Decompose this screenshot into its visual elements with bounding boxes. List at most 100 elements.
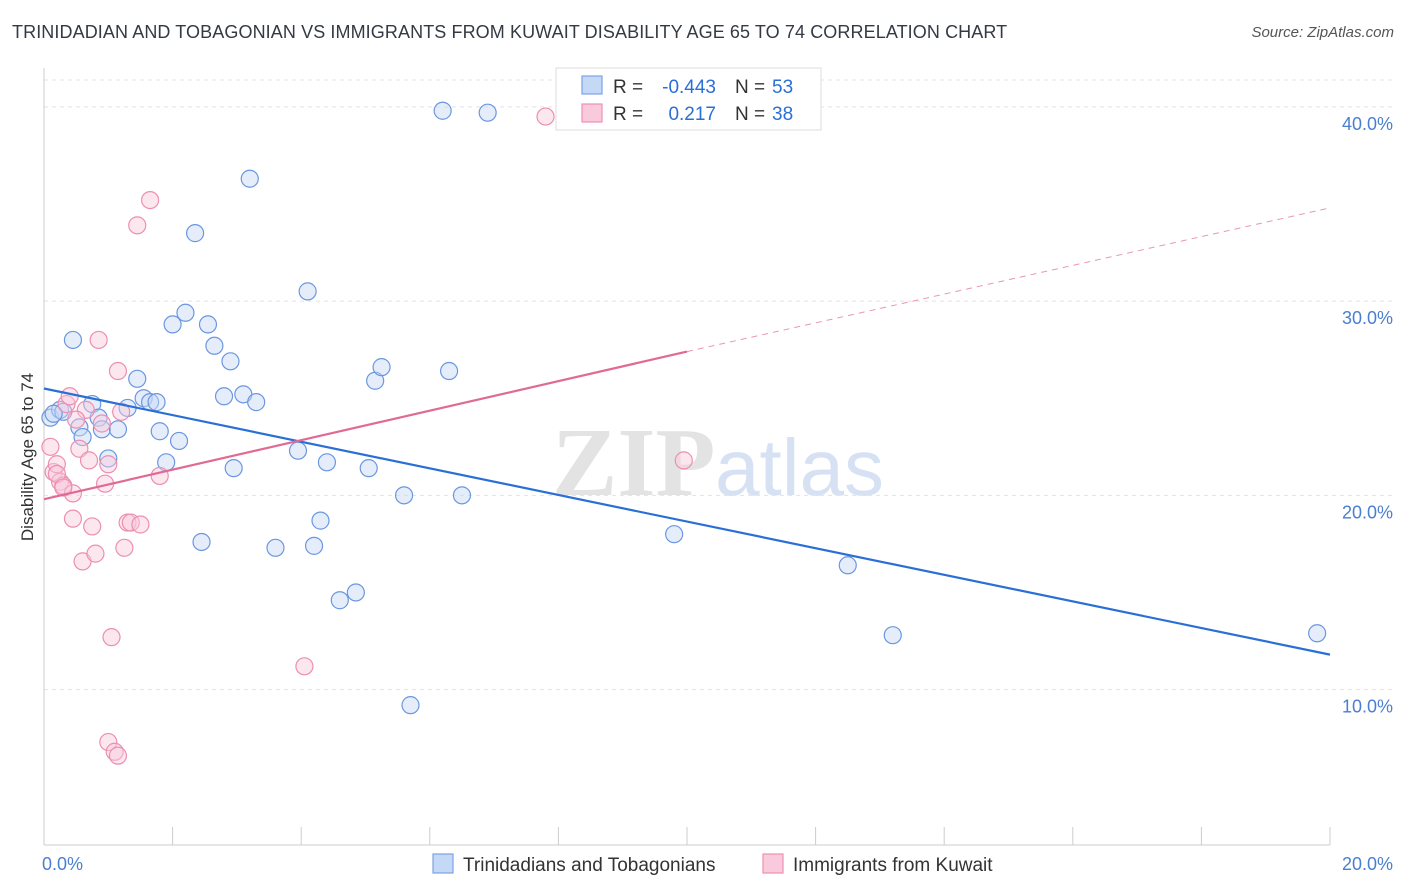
kuwait-point-29: [140, 190, 160, 210]
trinidadians-point-45: [439, 361, 459, 381]
trinidadians-point-47: [478, 103, 497, 122]
trinidadians-point-12: [128, 369, 147, 388]
trinidadians-point-3: [63, 330, 83, 350]
trend-lines: [43, 207, 1331, 656]
legend: Trinidadians and Tobagonians Immigrants …: [432, 853, 993, 876]
y-axis-label: Disability Age 65 to 74: [18, 373, 37, 541]
series-kuwait-points: [41, 107, 693, 765]
kuwait-point-6: [60, 387, 79, 406]
trinidadians-point-26: [221, 352, 240, 371]
trinidadians-point-37: [330, 591, 349, 610]
stats-r-label-1: R =: [613, 77, 643, 98]
kuwait-point-30: [150, 466, 169, 486]
kuwait-point-18: [99, 455, 118, 474]
trinidadians-point-18: [169, 431, 189, 451]
trinidadians-point-46: [452, 486, 472, 505]
kuwait-point-11: [76, 400, 95, 419]
stats-swatch-blue: [581, 75, 603, 95]
trinidadians-point-33: [298, 282, 317, 301]
trinidadians-point-50: [883, 626, 902, 645]
trend-line-kuwait-extension: [686, 207, 1331, 353]
trinidadians-point-31: [266, 538, 285, 557]
trinidadians-point-20: [176, 303, 195, 322]
kuwait-point-0: [41, 437, 60, 456]
y-tick-label-10: 10.0%: [1342, 697, 1393, 717]
trend-line-trinidadians: [43, 387, 1331, 656]
y-tick-labels: 10.0% 20.0% 30.0% 40.0%: [1342, 114, 1393, 717]
trinidadians-point-10: [108, 420, 128, 439]
stats-n-value-1: 53: [772, 77, 793, 98]
kuwait-point-19: [102, 628, 121, 647]
stats-r-label-2: R =: [613, 104, 643, 125]
trinidadians-point-5: [73, 427, 92, 447]
trinidadians-point-22: [192, 532, 211, 552]
kuwait-point-22: [108, 746, 128, 765]
trinidadians-point-44: [433, 101, 452, 120]
y-tick-label-20: 20.0%: [1342, 502, 1393, 522]
trinidadians-point-24: [205, 336, 224, 355]
kuwait-point-23: [108, 361, 128, 381]
kuwait-point-7: [63, 509, 83, 528]
trinidadians-point-29: [247, 393, 266, 412]
trinidadians-point-25: [214, 387, 234, 406]
kuwait-point-16: [92, 414, 111, 433]
trinidadians-point-42: [394, 486, 414, 505]
x-axis-ticks: [43, 827, 1331, 845]
kuwait-point-33: [674, 451, 693, 470]
trinidadians-point-52: [44, 404, 63, 423]
watermark-atlas: atlas: [715, 423, 884, 512]
kuwait-point-2: [47, 455, 66, 474]
trinidadians-point-16: [150, 422, 169, 441]
y-tick-label-40: 40.0%: [1342, 114, 1393, 134]
legend-label-kuwait: Immigrants from Kuwait: [793, 855, 993, 876]
trinidadians-point-21: [186, 224, 205, 243]
kuwait-point-14: [86, 544, 105, 563]
trinidadians-point-15: [147, 393, 166, 412]
kuwait-point-31: [295, 657, 314, 676]
kuwait-point-9: [70, 439, 89, 458]
trinidadians-point-39: [359, 459, 378, 478]
trinidadians-point-8: [92, 420, 111, 439]
kuwait-point-24: [115, 538, 134, 557]
trinidadians-point-49: [838, 556, 857, 575]
legend-swatch-pink: [762, 853, 784, 874]
kuwait-point-32: [536, 107, 555, 126]
stats-swatch-pink: [581, 103, 603, 123]
trinidadians-point-36: [317, 453, 337, 472]
trinidadians-point-38: [346, 583, 365, 602]
trend-line-kuwait: [43, 350, 688, 501]
trinidadians-point-32: [288, 441, 308, 460]
stats-n-value-2: 38: [772, 104, 793, 125]
trinidadians-point-23: [198, 315, 218, 334]
trinidadians-point-51: [1308, 624, 1327, 643]
trinidadians-point-19: [163, 315, 182, 334]
kuwait-point-12: [79, 451, 99, 470]
legend-swatch-blue: [432, 853, 454, 874]
kuwait-point-27: [128, 216, 147, 235]
y-tick-label-30: 30.0%: [1342, 308, 1393, 328]
trinidadians-point-27: [224, 459, 243, 478]
kuwait-point-37: [112, 402, 131, 421]
kuwait-point-13: [83, 517, 102, 536]
source-credit: Source: ZipAtlas.com: [1251, 24, 1394, 41]
trinidadians-point-48: [665, 525, 684, 544]
stats-n-label-2: N =: [735, 104, 765, 125]
series-trinidadians-points: [41, 101, 1327, 715]
trinidadians-point-35: [311, 511, 330, 530]
trinidadians-point-34: [304, 536, 324, 555]
legend-label-trinidadians: Trinidadians and Tobagonians: [463, 855, 715, 876]
stats-r-value-2: 0.217: [668, 104, 716, 125]
stats-box: R = -0.443 N = 53 R = 0.217 N = 38: [555, 67, 822, 131]
chart-title: TRINIDADIAN AND TOBAGONIAN VS IMMIGRANTS…: [12, 22, 1008, 42]
stats-r-value-1: -0.443: [662, 77, 716, 98]
trinidadians-point-9: [99, 449, 118, 468]
kuwait-point-36: [67, 410, 86, 429]
kuwait-point-15: [89, 330, 108, 350]
trinidadians-point-30: [240, 169, 259, 188]
trinidadians-point-43: [401, 696, 420, 715]
stats-n-label-1: N =: [735, 77, 765, 98]
x-tick-label-min: 0.0%: [42, 854, 83, 874]
kuwait-point-28: [131, 515, 150, 534]
kuwait-point-20: [99, 732, 118, 752]
